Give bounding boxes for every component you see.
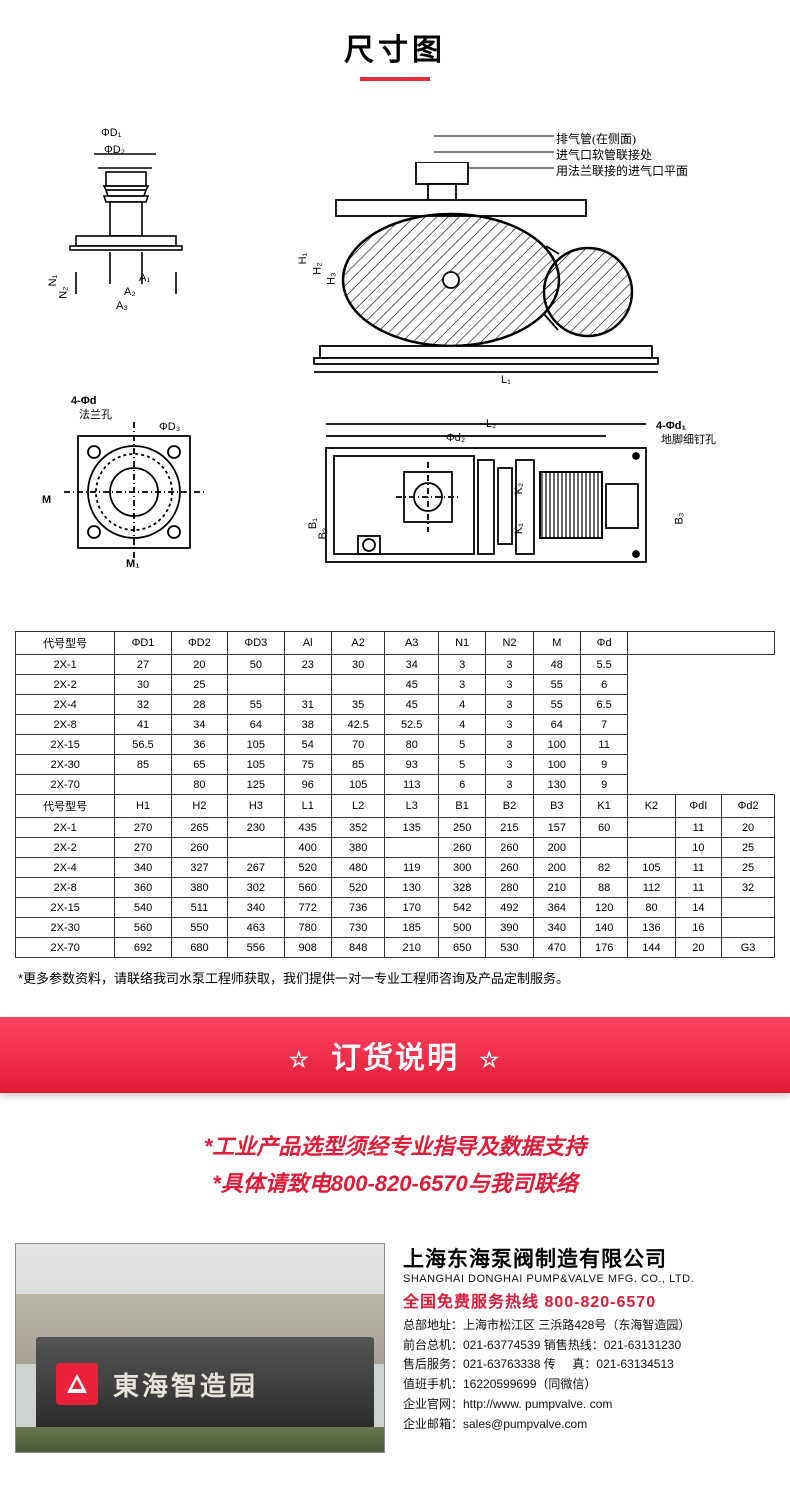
table-header: Al [284,632,331,655]
lbl-l1: L₁ [501,374,511,387]
table-row: 2X-1270265230435352135250215157601120 [16,818,775,838]
table-header: H2 [171,795,227,818]
table-row: 2X-308565105758593531009 [16,755,775,775]
page-title: 尺寸图 [0,25,790,69]
lbl-m1: M₁ [126,558,140,571]
lbl-h1: H₁ [297,253,310,265]
table-header: Φd [580,632,627,655]
lbl-b2: B₂ [317,528,330,540]
lbl-m: M [42,494,51,507]
company-info: 总部地址：上海市松江区 三浜路428号（东海智造园）前台总机：021-63774… [403,1316,775,1435]
table-row: 2X-127205023303433485.5 [16,655,775,675]
technical-drawing: ΦD₁ ΦD₂ A₁ A₂ A₃ N₁ N₂ 排气管(在侧面) 进气口软管联接处… [15,121,775,601]
company-info-line: 售后服务：021-63763338 传 真：021-63134513 [403,1355,775,1375]
lbl-falan: 法兰孔 [79,409,112,422]
table-header: 代号型号 [16,795,115,818]
table-header: ΦD2 [171,632,227,655]
dimension-table: 代号型号ΦD1ΦD2ΦD3AlA2A3N1N2MΦd 2X-1272050233… [15,631,775,958]
section-title: 尺寸图 [0,0,790,91]
table-row: 2X-3056055046378073018550039034014013616 [16,918,775,938]
table-row: 2X-4340327267520480119300260200821051125 [16,858,775,878]
table-header: 代号型号 [16,632,115,655]
company-info-line: 总部地址：上海市松江区 三浜路428号（东海智造园） [403,1316,775,1336]
lbl-b3: B₃ [673,513,686,525]
plan-view-svg [276,412,706,592]
company-info-line: 值班手机：16220599699（同微信） [403,1375,775,1395]
star-icon: ☆ [469,1047,511,1072]
table-header: ΦdI [675,795,722,818]
lbl-phid3: ΦD₃ [159,421,180,434]
table-header: K1 [580,795,627,818]
table-row: 2X-7069268055690884821065053047017614420… [16,938,775,958]
table-header: N1 [438,632,485,655]
company-hotline: 全国免费服务热线 800-820-6570 [403,1285,775,1316]
company-name-cn: 上海东海泵阀制造有限公司 [403,1243,775,1273]
table-header: M [533,632,580,655]
table-header: A3 [385,632,439,655]
lbl-4phid: 4-Φd [71,395,97,408]
lbl-phid1: ΦD₁ [101,127,121,140]
table-header: N2 [486,632,533,655]
table-row: 2X-1556.5361055470805310011 [16,735,775,755]
table-header: B2 [486,795,533,818]
lbl-n1: N₁ [47,275,60,287]
lbl-k2: K₂ [513,483,526,495]
callout-2: 进气口软管联接处 [556,146,652,163]
company-name-en: SHANGHAI DONGHAI PUMP&VALVE MFG. CO., LT… [403,1273,775,1285]
pump-elevation-svg [276,162,696,382]
order-note-1: *工业产品选型须经专业指导及数据支持 [0,1128,790,1165]
lbl-n2: N₂ [58,286,71,298]
table-row: 2X-155405113407727361705424923641208014 [16,898,775,918]
lbl-phid2a: Φd₂ [446,432,465,445]
banner-text: 订货说明 [331,1042,459,1075]
footer: 東海智造园 上海东海泵阀制造有限公司 SHANGHAI DONGHAI PUMP… [0,1233,790,1493]
footnote-text: *更多参数资料，请联络我司水泵工程师获取，我们提供一对一专业工程师咨询及产品定制… [0,958,790,1017]
table-row: 2X-708012596105113631309 [16,775,775,795]
star-icon: ☆ [279,1047,321,1072]
table-header: ΦD1 [115,632,171,655]
table-header: ΦD3 [228,632,284,655]
table-header: L2 [331,795,385,818]
order-banner: ☆ 订货说明 ☆ [0,1017,790,1093]
flange-front-svg [46,402,216,572]
flange-side-svg [56,132,206,312]
table-header: B1 [438,795,485,818]
lbl-h3: H₃ [326,272,339,284]
lbl-k1: K₁ [513,523,526,534]
table-row: 2X-8360380302560520130328280210881121132 [16,878,775,898]
table-row: 2X-230254533556 [16,675,775,695]
table-header: K2 [628,795,675,818]
company-info-line: 企业官网：http://www. pumpvalve. com [403,1395,775,1415]
lbl-phid2: ΦD₂ [104,144,125,157]
lbl-4phid1: 4-Φd₁ [656,420,686,433]
order-notes: *工业产品选型须经专业指导及数据支持 *具体请致电800-820-6570与我司… [0,1093,790,1233]
table-header: A2 [331,632,385,655]
lbl-l2: L₂ [486,418,496,431]
table-header: H1 [115,795,171,818]
photo-wall-text: 東海智造园 [98,1366,258,1403]
lbl-a3: A₃ [116,300,128,313]
company-info-line: 前台总机：021-63774539 销售热线：021-63131230 [403,1336,775,1356]
table-row: 2X-432285531354543556.5 [16,695,775,715]
callout-1: 排气管(在侧面) [556,130,636,147]
lbl-dijiao: 地脚细钉孔 [661,434,716,447]
order-note-2: *具体请致电800-820-6570与我司联络 [0,1165,790,1202]
table-header: L1 [284,795,331,818]
table-header: H3 [228,795,284,818]
table-row: 2X-22702604003802602602001025 [16,838,775,858]
lbl-h2: H₂ [312,262,325,274]
logo-icon [56,1363,98,1405]
lbl-a2: A₂ [124,286,136,299]
company-card: 上海东海泵阀制造有限公司 SHANGHAI DONGHAI PUMP&VALVE… [385,1243,775,1453]
title-underline [360,77,430,81]
table-header: Φd2 [722,795,775,818]
table-row: 2X-84134643842.552.543647 [16,715,775,735]
table-header: B3 [533,795,580,818]
company-info-line: 企业邮箱：sales@pumpvalve.com [403,1415,775,1435]
lbl-a1: A₁ [139,272,150,285]
factory-photo: 東海智造园 [15,1243,385,1453]
diagram-area: ΦD₁ ΦD₂ A₁ A₂ A₃ N₁ N₂ 排气管(在侧面) 进气口软管联接处… [0,91,790,621]
table-header: L3 [385,795,439,818]
